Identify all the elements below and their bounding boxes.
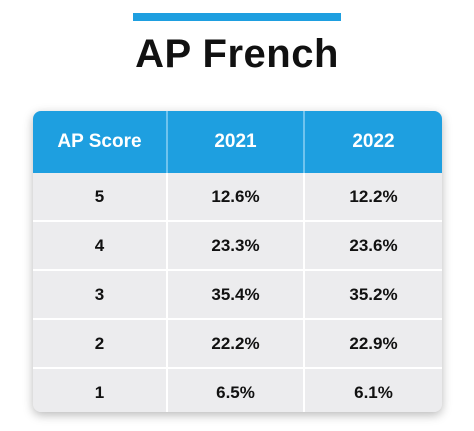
table-row: 2 22.2% 22.9%: [33, 318, 442, 368]
cell-score: 5: [33, 173, 168, 221]
cell-2022: 23.6%: [304, 220, 442, 270]
cell-2021: 22.2%: [167, 318, 305, 368]
cell-2022: 35.2%: [304, 269, 442, 319]
cell-2021: 23.3%: [167, 220, 305, 270]
table-row: 3 35.4% 35.2%: [33, 269, 442, 319]
header-ap-score: AP Score: [33, 111, 168, 173]
title-accent-bar: [133, 13, 341, 21]
cell-2021: 6.5%: [167, 367, 305, 412]
cell-2021: 35.4%: [167, 269, 305, 319]
cell-2022: 12.2%: [304, 173, 442, 221]
cell-2022: 6.1%: [304, 367, 442, 412]
table-row: 4 23.3% 23.6%: [33, 220, 442, 270]
cell-2021: 12.6%: [167, 173, 305, 221]
cell-score: 1: [33, 367, 168, 412]
table-row: 5 12.6% 12.2%: [33, 173, 442, 221]
page-title: AP French: [135, 32, 339, 76]
table-row: 1 6.5% 6.1%: [33, 367, 442, 412]
cell-2022: 22.9%: [304, 318, 442, 368]
score-table: AP Score 2021 2022 5 12.6% 12.2% 4 23.3%…: [33, 111, 442, 412]
header-2021: 2021: [167, 111, 305, 173]
score-table-card: AP Score 2021 2022 5 12.6% 12.2% 4 23.3%…: [33, 111, 442, 412]
header-2022: 2022: [304, 111, 442, 173]
cell-score: 2: [33, 318, 168, 368]
cell-score: 4: [33, 220, 168, 270]
cell-score: 3: [33, 269, 168, 319]
table-header-row: AP Score 2021 2022: [33, 111, 442, 173]
